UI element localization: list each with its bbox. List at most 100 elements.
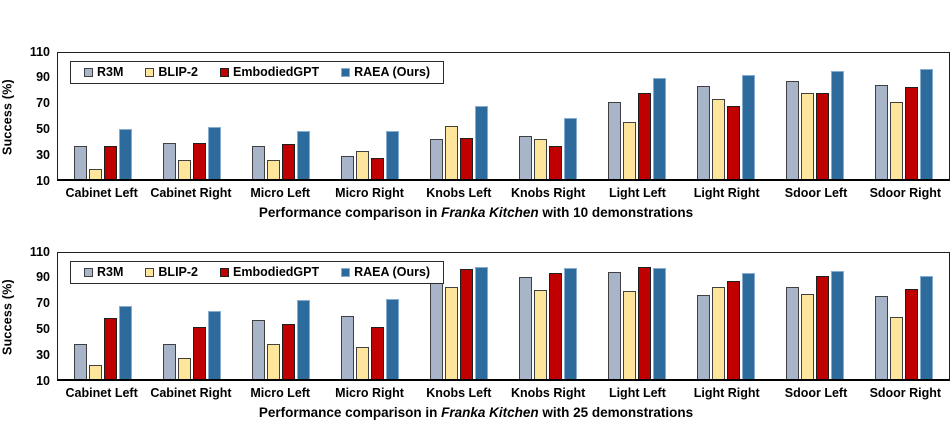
legend-swatch-icon: [145, 67, 155, 77]
bar-group-sdoor-right: [860, 53, 949, 179]
x-category-label: Sdoor Left: [784, 386, 848, 400]
legend-swatch-icon: [341, 67, 351, 77]
x-category-label: Micro Left: [250, 186, 311, 200]
x-category-label: Knobs Left: [426, 186, 492, 200]
bar-raea-ours: [742, 74, 756, 179]
x-category-label: Cabinet Right: [150, 386, 232, 400]
y-tick-label: 110: [29, 244, 50, 259]
bar-r3m: [429, 274, 443, 379]
legend-item-raea-ours: RAEA (Ours): [341, 265, 430, 279]
bar-blip-2: [534, 290, 548, 379]
bar-blip-2: [266, 159, 280, 179]
bar-group-micro-right: [325, 53, 414, 179]
legend-swatch-icon: [220, 267, 229, 277]
bar-group-cabinet-left: [58, 53, 147, 179]
bar-embodiedgpt: [549, 273, 563, 379]
x-category-label: Cabinet Left: [65, 186, 138, 200]
bar-raea-ours: [207, 310, 221, 379]
bar-embodiedgpt: [370, 327, 384, 379]
bar-embodiedgpt: [549, 145, 563, 179]
y-axis-tick-labels: 110 90 70 50 30 10: [0, 245, 50, 388]
bar-raea-ours: [296, 131, 310, 179]
x-category-label: Light Left: [608, 186, 666, 200]
bar-blip-2: [623, 291, 637, 379]
bar-embodiedgpt: [281, 323, 295, 379]
bar-r3m: [73, 344, 87, 379]
x-category-label: Micro Left: [250, 386, 311, 400]
bar-group-light-left: [593, 253, 682, 379]
bar-blip-2: [88, 168, 102, 179]
bar-group-sdoor-right: [860, 253, 949, 379]
y-tick-label: 50: [36, 321, 50, 336]
legend-item-embodiedgpt: EmbodiedGPT: [220, 65, 319, 79]
y-tick-label: 10: [36, 173, 50, 188]
bar-r3m: [519, 136, 533, 179]
legend-label: EmbodiedGPT: [233, 65, 320, 79]
chart-25-demonstrations: Success (%) 110 90 70 50 30 10 R3M BLIP-2 Embod…: [0, 245, 952, 442]
bar-group-knobs-right: [503, 253, 592, 379]
bar-group-micro-right: [325, 253, 414, 379]
bar-raea-ours: [653, 268, 667, 379]
legend-item-r3m: R3M: [84, 65, 123, 79]
legend-item-raea-ours: RAEA (Ours): [341, 65, 430, 79]
y-tick-label: 90: [36, 270, 50, 285]
x-category-label: Knobs Right: [510, 386, 586, 400]
chart-title: Performance comparison in Franka Kitchen…: [0, 205, 952, 220]
x-category-label: Sdoor Right: [869, 186, 942, 200]
chart-title-prefix: Performance comparison in: [258, 405, 442, 420]
bar-r3m: [608, 271, 622, 379]
bar-r3m: [73, 145, 87, 179]
bar-embodiedgpt: [816, 275, 830, 379]
legend-label: BLIP-2: [158, 65, 198, 79]
legend-swatch-icon: [84, 267, 93, 277]
legend-item-embodiedgpt: EmbodiedGPT: [220, 265, 319, 279]
legend: R3M BLIP-2 EmbodiedGPT RAEA (Ours): [70, 61, 445, 84]
bar-blip-2: [177, 358, 191, 379]
legend-label: RAEA (Ours): [354, 65, 431, 79]
bar-raea-ours: [920, 69, 934, 179]
legend-swatch-icon: [341, 267, 351, 277]
bar-blip-2: [444, 126, 458, 179]
x-category-label: Light Right: [693, 386, 760, 400]
bar-blip-2: [801, 92, 815, 179]
bar-r3m: [251, 319, 265, 379]
bar-group-knobs-left: [414, 253, 503, 379]
y-tick-label: 90: [36, 70, 50, 85]
bar-raea-ours: [831, 270, 845, 379]
legend-swatch-icon: [145, 267, 155, 277]
bar-r3m: [786, 81, 800, 179]
plot-area: R3M BLIP-2 EmbodiedGPT RAEA (Ours): [57, 52, 950, 181]
bar-raea-ours: [385, 299, 399, 379]
bar-r3m: [697, 86, 711, 179]
chart-title-italic: Franka Kitchen: [441, 205, 539, 220]
bar-group-light-left: [593, 53, 682, 179]
bar-blip-2: [355, 150, 369, 179]
bar-group-light-right: [682, 253, 771, 379]
bar-r3m: [875, 84, 889, 179]
y-tick-label: 70: [36, 296, 50, 311]
bar-r3m: [251, 145, 265, 179]
bar-blip-2: [444, 287, 458, 379]
bar-blip-2: [712, 287, 726, 379]
bar-group-micro-left: [236, 253, 325, 379]
bar-embodiedgpt: [816, 92, 830, 179]
bar-r3m: [340, 155, 354, 179]
y-tick-label: 110: [29, 44, 50, 59]
legend-item-blip-2: BLIP-2: [145, 65, 198, 79]
bar-r3m: [697, 295, 711, 379]
bar-group-light-right: [682, 53, 771, 179]
bar-group-micro-left: [236, 53, 325, 179]
x-category-label: Micro Right: [335, 186, 404, 200]
bar-raea-ours: [118, 128, 132, 179]
bar-embodiedgpt: [103, 318, 117, 379]
bar-blip-2: [712, 99, 726, 179]
bar-blip-2: [801, 293, 815, 379]
y-tick-label: 30: [36, 147, 50, 162]
bar-group-cabinet-left: [58, 253, 147, 379]
bar-embodiedgpt: [459, 137, 473, 179]
x-category-label: Sdoor Left: [784, 186, 848, 200]
bar-r3m: [786, 287, 800, 379]
bar-group-sdoor-left: [771, 253, 860, 379]
bar-raea-ours: [564, 268, 578, 379]
